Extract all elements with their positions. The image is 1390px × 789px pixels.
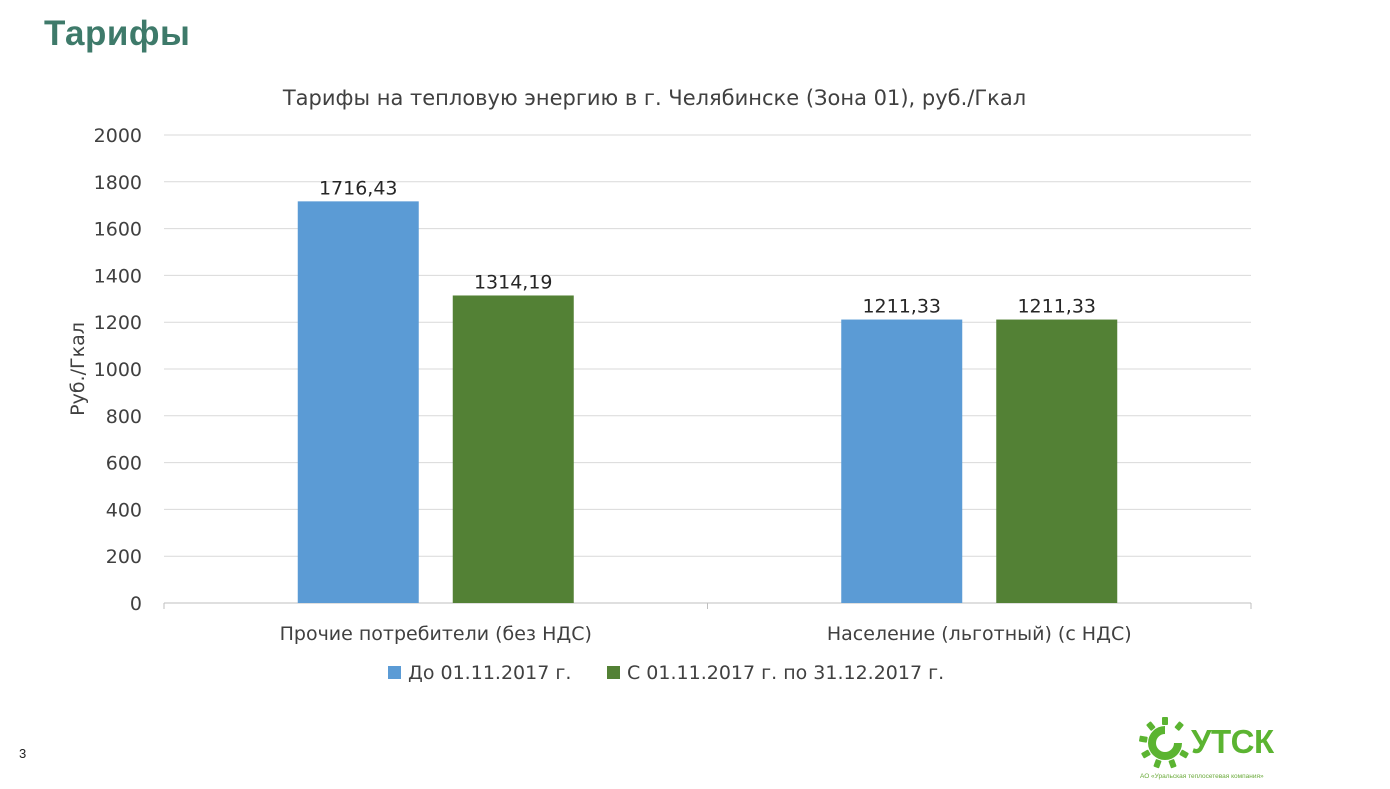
x-tick-label: Население (льготный) (с НДС) bbox=[827, 623, 1132, 645]
y-tick-label: 800 bbox=[106, 406, 142, 428]
bar bbox=[996, 319, 1118, 603]
logo-caption: АО «Уральская теплосетевая компания» bbox=[1140, 773, 1264, 780]
y-tick-label: 1400 bbox=[94, 265, 142, 287]
legend-label: С 01.11.2017 г. по 31.12.2017 г. bbox=[627, 662, 944, 684]
data-label: 1211,33 bbox=[1017, 296, 1096, 318]
legend-swatch bbox=[607, 666, 620, 679]
y-tick-label: 400 bbox=[106, 499, 142, 521]
y-tick-label: 2000 bbox=[94, 125, 142, 147]
legend-swatch bbox=[388, 666, 401, 679]
y-tick-label: 1000 bbox=[94, 359, 142, 381]
bar bbox=[297, 201, 419, 603]
y-tick-label: 600 bbox=[106, 453, 142, 475]
chart-title: Тарифы на тепловую энергию в г. Челябинс… bbox=[282, 86, 1026, 110]
x-tick-label: Прочие потребители (без НДС) bbox=[280, 623, 592, 645]
y-tick-label: 200 bbox=[106, 546, 142, 568]
bar bbox=[841, 319, 963, 603]
y-tick-label: 0 bbox=[130, 593, 142, 615]
y-tick-label: 1800 bbox=[94, 172, 142, 194]
data-label: 1314,19 bbox=[474, 271, 553, 293]
data-label: 1716,43 bbox=[319, 177, 398, 199]
y-tick-label: 1200 bbox=[94, 312, 142, 334]
logo-text: УТСК bbox=[1191, 723, 1274, 760]
legend-label: До 01.11.2017 г. bbox=[408, 662, 571, 684]
gear-sun-logo-icon bbox=[1139, 717, 1189, 769]
y-tick-label: 1600 bbox=[94, 219, 142, 241]
y-axis-label: Руб./Гкал bbox=[67, 322, 89, 416]
data-label: 1211,33 bbox=[862, 296, 941, 318]
company-logo: УТСК АО «Уральская теплосетевая компания… bbox=[1138, 712, 1288, 784]
bar bbox=[452, 295, 574, 603]
slide-title: Тарифы bbox=[44, 14, 191, 53]
page-number: 3 bbox=[19, 746, 27, 761]
